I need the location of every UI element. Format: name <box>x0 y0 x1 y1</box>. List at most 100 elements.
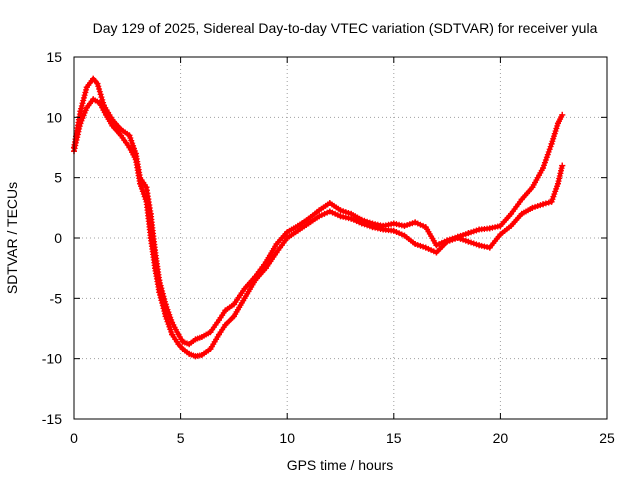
data-point <box>465 230 472 237</box>
x-axis-label: GPS time / hours <box>287 457 394 473</box>
data-point <box>476 242 483 249</box>
data-point <box>207 346 214 353</box>
data-point <box>143 198 150 205</box>
data-point <box>284 228 291 235</box>
x-tick-label: 10 <box>279 430 295 446</box>
data-point <box>241 295 248 302</box>
data-point <box>369 224 376 231</box>
data-point <box>548 140 555 147</box>
data-point <box>230 313 237 320</box>
data-point <box>433 242 440 249</box>
data-point <box>348 215 355 222</box>
data-point <box>83 84 90 91</box>
data-point <box>326 208 333 215</box>
data-point <box>94 80 101 87</box>
x-tick-label: 25 <box>599 430 615 446</box>
data-point <box>117 132 124 139</box>
y-tick-label: 15 <box>46 49 62 65</box>
data-point <box>169 319 176 326</box>
data-point <box>540 165 547 172</box>
data-point <box>337 207 344 214</box>
data-point <box>548 198 555 205</box>
data-point <box>454 235 461 241</box>
series-track-upper <box>71 75 566 348</box>
data-point <box>230 301 237 308</box>
data-point <box>412 241 419 248</box>
data-point <box>486 244 493 251</box>
data-point <box>401 222 408 229</box>
data-point <box>215 331 222 338</box>
series-track-lower <box>71 96 566 360</box>
data-point <box>390 220 397 227</box>
y-tick-label: -5 <box>50 290 63 306</box>
data-point <box>109 122 116 129</box>
data-point <box>147 235 154 241</box>
data-point <box>83 104 90 111</box>
data-point <box>540 201 547 208</box>
data-point <box>380 226 387 233</box>
data-point <box>294 227 301 234</box>
data-point <box>559 162 566 169</box>
data-point <box>316 213 323 220</box>
y-tick-label: -15 <box>42 411 62 427</box>
data-point <box>273 249 280 256</box>
data-point <box>198 333 205 340</box>
data-point <box>358 220 365 227</box>
data-point <box>422 244 429 251</box>
data-point <box>156 289 163 296</box>
data-series <box>71 75 566 360</box>
data-point <box>284 235 291 241</box>
data-point <box>198 352 205 359</box>
data-point <box>559 111 566 118</box>
data-point <box>497 231 504 238</box>
series-markers <box>71 75 566 348</box>
axis-ticks: 0 5 10 15 20 25 -15 -10 -5 0 5 10 15 <box>42 49 615 446</box>
data-point <box>192 336 199 343</box>
data-point <box>412 219 419 226</box>
data-point <box>529 204 536 211</box>
y-tick-label: 10 <box>46 109 62 125</box>
data-point <box>422 224 429 231</box>
data-point <box>162 313 169 320</box>
data-point <box>143 184 150 191</box>
y-tick-label: -10 <box>42 351 62 367</box>
data-point <box>169 331 176 338</box>
data-point <box>192 353 199 360</box>
data-point <box>207 329 214 336</box>
data-point <box>305 220 312 227</box>
data-point <box>90 96 97 103</box>
data-point <box>390 227 397 234</box>
data-point <box>96 99 103 106</box>
data-point <box>117 126 124 133</box>
data-point <box>222 307 229 314</box>
data-point <box>215 317 222 324</box>
data-point <box>175 341 182 348</box>
y-tick-label: 0 <box>54 230 62 246</box>
data-point <box>529 184 536 191</box>
data-point <box>126 144 133 151</box>
data-point <box>554 120 561 127</box>
data-point <box>508 210 515 217</box>
data-point <box>401 232 408 239</box>
y-tick-label: 5 <box>54 170 62 186</box>
y-axis-label: SDTVAR / TECUs <box>4 182 20 294</box>
x-tick-label: 20 <box>493 430 509 446</box>
data-point <box>262 265 269 272</box>
x-tick-label: 15 <box>386 430 402 446</box>
data-point <box>179 346 186 353</box>
data-point <box>486 225 493 232</box>
data-point <box>273 241 280 248</box>
data-point <box>179 338 186 345</box>
data-point <box>518 210 525 217</box>
data-point <box>175 331 182 338</box>
data-point <box>497 222 504 229</box>
data-point <box>186 341 193 348</box>
data-point <box>90 75 97 82</box>
x-tick-label: 5 <box>177 430 185 446</box>
data-point <box>186 350 193 357</box>
data-point <box>326 200 333 207</box>
data-point <box>132 156 139 163</box>
data-point <box>222 321 229 328</box>
data-point <box>554 180 561 187</box>
